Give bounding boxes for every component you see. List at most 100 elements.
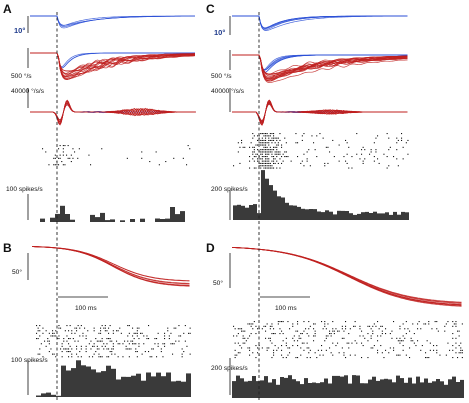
spike-tick [260,142,262,144]
spike-tick [325,146,327,148]
spike-tick [55,356,57,358]
spike-tick [289,347,291,349]
spike-tick [98,348,100,350]
spike-tick [348,347,350,349]
panel-b-rate-label: 100 spikes/s [11,357,48,364]
spike-tick [148,351,150,353]
histogram-bar [297,206,301,220]
spike-tick [266,142,268,144]
spike-tick [391,330,393,332]
histogram-bar [105,220,110,222]
spike-tick [140,332,142,334]
histogram-bar [121,376,126,397]
histogram-bar [155,218,160,222]
spike-tick [241,328,243,330]
spike-tick [273,352,275,354]
spike-tick [383,153,385,155]
spike-tick [42,356,44,358]
spike-tick [265,133,267,135]
spike-tick [50,335,52,337]
histogram-bar [405,212,409,220]
spike-tick [39,335,41,337]
histogram-bar [280,377,284,398]
spike-tick [162,356,164,358]
spike-tick [269,328,271,330]
spike-tick [361,330,363,332]
spike-tick [276,156,278,158]
spike-tick [436,352,438,354]
position-trace [32,246,190,287]
spike-tick [274,142,276,144]
spike-tick [148,325,150,327]
spike-tick [327,323,329,325]
histogram-bar [352,375,356,398]
spike-tick [70,154,72,156]
spike-tick [263,165,265,167]
spike-tick [143,335,145,337]
histogram-bar [401,211,405,220]
spike-tick [381,352,383,354]
spike-tick [271,139,273,141]
spike-tick [237,333,239,335]
spike-tick [265,151,267,153]
panel-c-rate-label: 200 spikes/s [211,186,248,193]
spike-tick [58,157,60,159]
spike-tick [117,356,119,358]
spike-tick [338,144,340,146]
spike-tick [136,330,138,332]
spike-tick [277,142,279,144]
panel-c-acceleration-traces [232,99,408,126]
spike-tick [237,151,239,153]
spike-tick [249,156,251,158]
spike-tick [314,333,316,335]
spike-tick [253,146,255,148]
spike-tick [332,139,334,141]
spike-tick [178,340,180,342]
histogram-bar [448,379,452,398]
spike-tick [128,343,130,345]
spike-tick [172,343,174,345]
histogram-bar [66,370,71,397]
velocity-trace [30,15,195,26]
histogram-bar [360,383,364,398]
spike-tick [345,325,347,327]
spike-tick [109,338,111,340]
histogram-bar [300,384,304,398]
spike-tick [281,146,283,148]
histogram-bar [180,211,185,222]
spike-tick [378,162,380,164]
spike-tick [100,327,102,329]
spike-tick [279,167,281,169]
spike-tick [268,135,270,137]
spike-tick [266,133,268,135]
spike-tick [277,151,279,153]
spike-tick [396,337,398,339]
histogram-bar [388,379,392,398]
spike-tick [128,332,130,334]
spike-tick [239,162,241,164]
spike-tick [101,345,103,347]
spike-tick [359,335,361,337]
spike-tick [122,343,124,345]
spike-tick [449,349,451,351]
spike-tick [80,325,82,327]
histogram-bar [440,381,444,398]
panel-c-letter: C [206,2,215,16]
spike-tick [362,146,364,148]
spike-tick [53,332,55,334]
spike-tick [64,330,66,332]
spike-tick [183,332,185,334]
spike-tick [425,323,427,325]
spike-tick [109,351,111,353]
spike-tick [381,330,383,332]
spike-tick [359,328,361,330]
spike-tick [120,332,122,334]
spike-tick [96,340,98,342]
histogram-bar [90,214,95,222]
spike-tick [255,357,257,359]
spike-tick [268,144,270,146]
spike-tick [162,343,164,345]
spike-tick [303,349,305,351]
spike-tick [265,337,267,339]
spike-tick [271,165,273,167]
